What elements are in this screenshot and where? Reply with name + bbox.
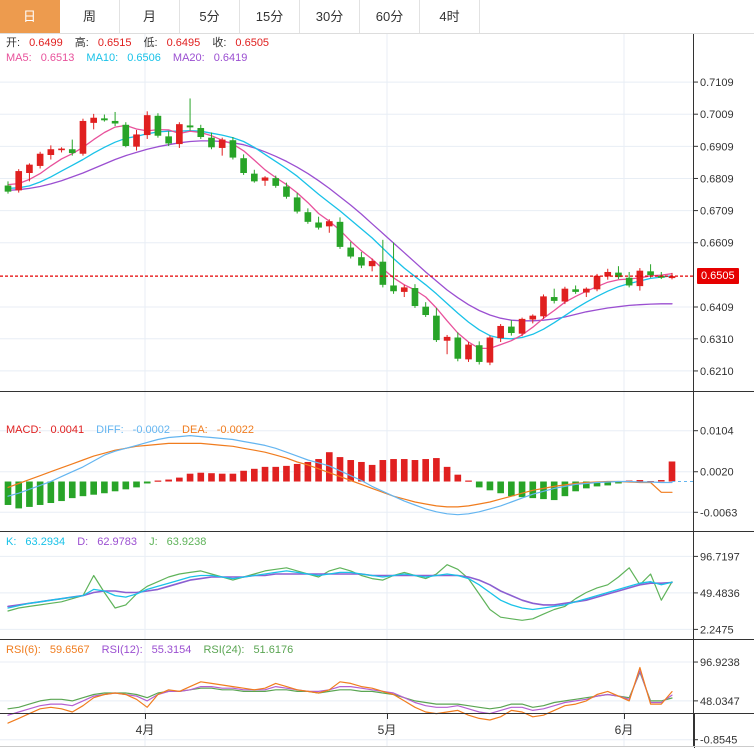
panel-divider-2 (0, 531, 754, 532)
svg-text:0.0020: 0.0020 (700, 467, 734, 479)
x-axis: 4月 5月 6月 (0, 713, 754, 748)
svg-text:-0.0063: -0.0063 (700, 507, 737, 519)
rsi-panel: 96.9238 48.0347 -0.8545 RSI(6): 59.6567 RSI… (0, 640, 754, 747)
rsi24-label: RSI(24): (203, 644, 245, 656)
macd-legend: MACD: 0.0041 DIFF: -0.0002 DEA: -0.0022 (6, 424, 263, 437)
panel-divider-1 (0, 391, 754, 392)
x-axis-label-1: 5月 (377, 723, 397, 737)
price-panel: 0.7109 0.7009 0.6909 0.6809 0.6709 0.6609 0.64… (0, 34, 754, 391)
close-label: 收: (212, 37, 227, 49)
svg-text:0.6310: 0.6310 (700, 334, 734, 346)
kdj-k-label: K: (6, 536, 17, 548)
svg-text:49.4836: 49.4836 (700, 588, 740, 600)
x-axis-label-2: 6月 (614, 723, 634, 737)
kdj-j-value: 63.9238 (166, 536, 207, 548)
rsi-legend: RSI(6): 59.6567 RSI(12): 55.3154 RSI(24): 5… (6, 644, 302, 657)
rsi-y-axis: 96.9238 48.0347 -0.8545 (694, 640, 754, 747)
period-tab-3[interactable]: 5分 (180, 0, 240, 33)
macd-panel: 0.0104 0.0020 -0.0063 MACD: 0.0041 DIFF: -0.… (0, 392, 754, 531)
price-y-axis: 0.7109 0.7009 0.6909 0.6809 0.6709 0.6609 0.64… (694, 34, 754, 391)
svg-text:96.9238: 96.9238 (700, 657, 740, 669)
chart-stack: 0.7109 0.7009 0.6909 0.6809 0.6709 0.6609 0.64… (0, 34, 754, 747)
rsi12-label: RSI(12): (101, 644, 143, 656)
period-tab-6[interactable]: 60分 (360, 0, 420, 33)
x-axis-tick-0 (145, 714, 146, 719)
ma5-value: 0.6513 (40, 52, 75, 64)
rsi24-value: 51.6176 (253, 644, 294, 656)
tabbar-filler (480, 0, 754, 33)
high-label: 高: (74, 37, 89, 49)
ma5-label: MA5: (6, 52, 32, 64)
macd-label: MACD: (6, 424, 42, 436)
svg-text:0.6409: 0.6409 (700, 302, 734, 314)
kdj-k-value: 63.2934 (25, 536, 66, 548)
svg-text:0.7109: 0.7109 (700, 77, 734, 89)
rsi6-label: RSI(6): (6, 644, 41, 656)
x-axis-end-rule (694, 714, 695, 748)
x-axis-tick-2 (624, 714, 625, 719)
kdj-d-value: 62.9783 (97, 536, 137, 548)
macd-y-axis: 0.0104 0.0020 -0.0063 (694, 392, 754, 531)
ma10-label: MA10: (86, 52, 119, 64)
period-tab-0[interactable]: 日 (0, 0, 60, 33)
kdj-d-label: D: (77, 536, 89, 548)
svg-text:0.6809: 0.6809 (700, 173, 734, 185)
kdj-y-axis: 96.7197 49.4836 2.2475 (694, 532, 754, 639)
svg-text:0.0104: 0.0104 (700, 426, 734, 438)
period-tab-5[interactable]: 30分 (300, 0, 360, 33)
svg-text:0.6909: 0.6909 (700, 141, 734, 153)
diff-label: DIFF: (96, 424, 124, 436)
svg-text:96.7197: 96.7197 (700, 551, 740, 563)
ma20-label: MA20: (172, 52, 205, 64)
period-tabbar: 日周月 5分 15分 30分 60分 4时 (0, 0, 754, 34)
price-ma-row: MA5: 0.6513 MA10: 0.6506 MA20: 0.6419 (6, 52, 278, 65)
svg-text:0.6609: 0.6609 (700, 238, 734, 250)
high-value: 0.6515 (97, 37, 132, 49)
open-value: 0.6499 (29, 37, 63, 49)
kdj-plot[interactable] (0, 532, 694, 639)
ma20-value: 0.6419 (213, 52, 248, 64)
macd-value: 0.0041 (50, 424, 85, 436)
diff-value: -0.0002 (132, 424, 170, 436)
current-price-badge: 0.6505 (697, 268, 739, 285)
period-tab-1[interactable]: 周 (60, 0, 120, 33)
x-axis-label-0: 4月 (135, 723, 155, 737)
open-label: 开: (6, 37, 21, 49)
svg-text:0.7009: 0.7009 (700, 109, 734, 121)
ma10-value: 0.6506 (127, 52, 161, 64)
rsi-plot[interactable] (0, 640, 694, 747)
svg-text:48.0347: 48.0347 (700, 696, 740, 708)
low-value: 0.6495 (166, 37, 201, 49)
rsi12-value: 55.3154 (151, 644, 192, 656)
period-tab-7[interactable]: 4时 (420, 0, 480, 33)
kdj-panel: 96.7197 49.4836 2.2475 K: 63.2934 D: 62.9783… (0, 532, 754, 639)
price-plot[interactable] (0, 34, 694, 391)
kdj-legend: K: 63.2934 D: 62.9783 J: 63.9238 (6, 536, 215, 549)
panel-divider-3 (0, 639, 754, 640)
svg-text:-0.8545: -0.8545 (700, 735, 737, 747)
dea-value: -0.0022 (216, 424, 255, 436)
svg-text:0.6210: 0.6210 (700, 366, 734, 378)
svg-text:0.6709: 0.6709 (700, 206, 734, 218)
x-axis-tick-1 (387, 714, 388, 719)
low-label: 低: (143, 37, 158, 49)
kdj-j-label: J: (149, 536, 158, 548)
price-legend: 开: 0.6499 高: 0.6515 低: 0.6495 收: 0.6505 MA5:… (6, 37, 278, 65)
close-value: 0.6505 (235, 37, 270, 49)
dea-label: DEA: (182, 424, 208, 436)
macd-plot[interactable] (0, 392, 694, 531)
svg-text:2.2475: 2.2475 (700, 624, 734, 636)
rsi6-value: 59.6567 (49, 644, 90, 656)
price-ohlc-row: 开: 0.6499 高: 0.6515 低: 0.6495 收: 0.6505 (6, 37, 278, 50)
period-tab-2[interactable]: 月 (120, 0, 180, 33)
period-tab-4[interactable]: 15分 (240, 0, 300, 33)
